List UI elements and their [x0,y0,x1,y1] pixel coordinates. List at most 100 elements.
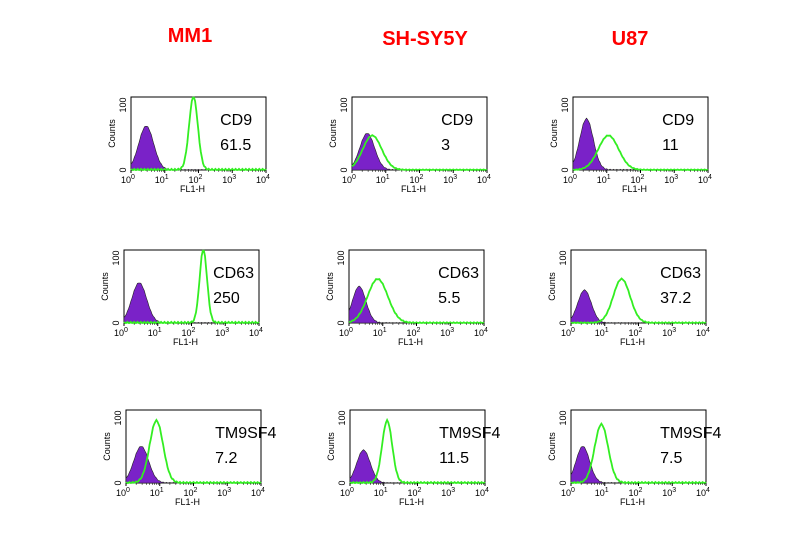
x-axis-label: FL1-H [401,184,426,194]
marker-label: CD63 [438,265,479,282]
y-tick-label: 100 [558,250,568,265]
x-tick-label: 104 [696,327,710,338]
stained-histogram [570,277,707,324]
mfi-value: 250 [213,290,240,307]
x-tick-label: 100 [340,487,354,498]
x-tick-label: 101 [374,487,388,498]
x-tick-label: 104 [474,327,488,338]
x-tick-label: 102 [407,327,421,338]
y-tick-label: 0 [558,320,568,325]
mfi-value: 7.5 [660,450,682,467]
y-axis-label: Counts [547,272,557,301]
x-tick-label: 104 [249,327,263,338]
x-tick-label: 100 [121,174,135,185]
y-axis-label: Counts [549,119,559,148]
y-tick-label: 0 [337,480,347,485]
x-tick-label: 103 [215,327,229,338]
x-tick-label: 103 [443,174,457,185]
y-tick-label: 0 [558,480,568,485]
stained-histogram [123,249,260,324]
mfi-value: 11.5 [439,450,469,467]
x-tick-label: 104 [696,487,710,498]
stained-histogram [130,96,267,171]
y-tick-label: 0 [118,167,128,172]
stained-histogram [348,278,485,324]
x-axis-label: FL1-H [399,497,424,507]
y-tick-label: 100 [118,97,128,112]
marker-label: CD9 [662,112,694,129]
stained-histogram [351,134,488,171]
x-tick-label: 101 [595,487,609,498]
mfi-value: 61.5 [220,137,251,154]
y-tick-label: 0 [560,167,570,172]
mfi-value: 5.5 [438,290,460,307]
x-tick-label: 101 [595,327,609,338]
y-tick-label: 100 [560,97,570,112]
x-tick-label: 104 [256,174,270,185]
mfi-value: 3 [441,137,450,154]
marker-label: TM9SF4 [215,425,276,442]
y-tick-label: 100 [337,410,347,425]
x-tick-label: 103 [440,327,454,338]
y-axis-label: Counts [325,272,335,301]
y-tick-label: 100 [558,410,568,425]
y-tick-label: 100 [336,250,346,265]
x-tick-label: 104 [477,174,491,185]
x-tick-label: 102 [182,327,196,338]
x-axis-label: FL1-H [622,184,647,194]
x-tick-label: 103 [662,487,676,498]
stained-histogram [570,422,707,484]
stained-histogram [125,418,262,484]
x-axis-label: FL1-H [620,497,645,507]
x-tick-label: 100 [116,487,130,498]
y-tick-label: 100 [111,250,121,265]
x-tick-label: 101 [373,327,387,338]
x-tick-label: 100 [563,174,577,185]
x-tick-label: 100 [342,174,356,185]
x-tick-label: 102 [629,487,643,498]
x-tick-label: 100 [561,487,575,498]
stained-histogram [349,417,486,484]
y-tick-label: 0 [336,320,346,325]
y-axis-label: Counts [547,432,557,461]
y-tick-label: 0 [339,167,349,172]
marker-label: CD9 [441,112,473,129]
x-axis-label: FL1-H [173,337,198,347]
y-axis-label: Counts [328,119,338,148]
y-axis-label: Counts [326,432,336,461]
marker-label: TM9SF4 [439,425,500,442]
x-tick-label: 103 [217,487,231,498]
y-tick-label: 100 [339,97,349,112]
column-header-u87: U87 [612,28,649,50]
marker-label: CD63 [660,265,701,282]
x-tick-label: 100 [561,327,575,338]
y-axis-label: Counts [107,119,117,148]
x-tick-label: 101 [155,174,169,185]
x-tick-label: 104 [475,487,489,498]
x-tick-label: 102 [189,174,203,185]
x-axis-label: FL1-H [175,497,200,507]
mfi-value: 7.2 [215,450,237,467]
marker-label: CD63 [213,265,254,282]
y-axis-label: Counts [102,432,112,461]
x-tick-label: 104 [251,487,265,498]
column-header-mm1: MM1 [168,25,212,47]
y-tick-label: 100 [113,410,123,425]
x-tick-label: 102 [408,487,422,498]
stained-histogram [572,134,709,171]
x-axis-label: FL1-H [180,184,205,194]
x-tick-label: 102 [629,327,643,338]
column-header-sh-sy5y: SH-SY5Y [382,28,468,50]
x-tick-label: 101 [376,174,390,185]
y-tick-label: 0 [111,320,121,325]
x-axis-label: FL1-H [398,337,423,347]
